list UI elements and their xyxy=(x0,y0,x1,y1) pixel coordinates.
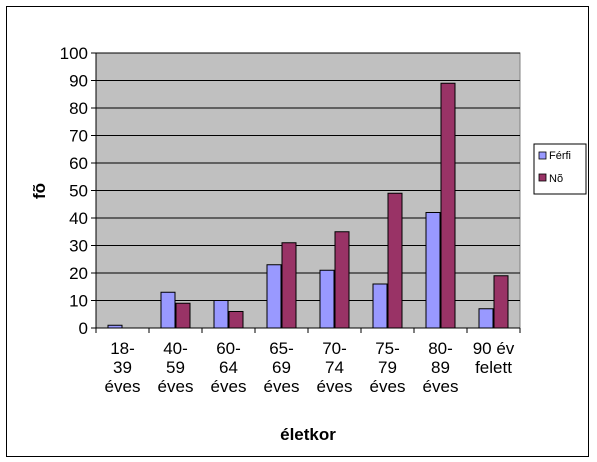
bar-ferfi xyxy=(425,212,441,329)
x-tick-label: 64 xyxy=(219,358,238,377)
legend-label-ferfi: Férfi xyxy=(549,150,571,162)
x-tick-label: 75- xyxy=(375,339,400,358)
y-tick-label: 10 xyxy=(69,292,88,311)
legend-box xyxy=(533,143,587,195)
bar-no xyxy=(493,275,509,329)
x-tick-label: 89 xyxy=(431,358,450,377)
x-tick-label: éves xyxy=(105,377,141,396)
bars xyxy=(107,82,509,329)
x-tick-label: 40- xyxy=(163,339,188,358)
legend-swatch-ferfi xyxy=(538,151,547,160)
x-tick-label: 18- xyxy=(110,339,135,358)
bar-ferfi xyxy=(319,269,335,329)
x-tick-label: éves xyxy=(317,377,353,396)
x-tick-label: 65- xyxy=(269,339,294,358)
x-tick-label: éves xyxy=(370,377,406,396)
bar-no xyxy=(281,242,297,329)
legend: Férfi Nõ xyxy=(533,143,587,195)
bar-no xyxy=(334,231,350,329)
bar-no xyxy=(440,82,456,329)
bar-no xyxy=(387,192,403,329)
bar-ferfi xyxy=(160,291,176,329)
x-tick-label: 69 xyxy=(272,358,291,377)
x-tick-label: éves xyxy=(211,377,247,396)
x-axis: 18-39éves40-59éves60-64éves65-69éves70-7… xyxy=(95,327,521,396)
x-tick-label: 74 xyxy=(325,358,344,377)
x-tick-label: 79 xyxy=(378,358,397,377)
x-tick-label: 39 xyxy=(113,358,132,377)
bar-ferfi xyxy=(478,308,494,329)
y-tick-label: 20 xyxy=(69,264,88,283)
x-tick-label: felett xyxy=(475,358,512,377)
y-tick-label: 100 xyxy=(60,44,88,63)
legend-label-no: Nõ xyxy=(549,173,563,185)
y-axis-title: fõ xyxy=(30,183,49,199)
x-tick-label: 60- xyxy=(216,339,241,358)
x-tick-label: éves xyxy=(264,377,300,396)
y-tick-label: 80 xyxy=(69,99,88,118)
y-tick-label: 90 xyxy=(69,72,88,91)
y-tick-label: 60 xyxy=(69,154,88,173)
x-tick-label: 70- xyxy=(322,339,347,358)
y-tick-label: 70 xyxy=(69,127,88,146)
x-axis-title: életkor xyxy=(280,425,336,444)
bar-no xyxy=(175,302,191,329)
x-tick-label: éves xyxy=(158,377,194,396)
bar-ferfi xyxy=(266,264,282,329)
y-tick-label: 0 xyxy=(79,319,88,338)
x-tick-label: 59 xyxy=(166,358,185,377)
x-tick-label: éves xyxy=(423,377,459,396)
y-axis: 0 10 20 30 40 50 60 70 80 90 100 xyxy=(60,44,97,338)
y-tick-label: 30 xyxy=(69,237,88,256)
x-tick-label: 90 év xyxy=(473,339,515,358)
x-tick-label: 80- xyxy=(428,339,453,358)
legend-swatch-no xyxy=(538,173,547,182)
y-tick-label: 50 xyxy=(69,182,88,201)
chart-frame: 0 10 20 30 40 50 60 70 80 90 100 18- 39 éves 40- 59 éve… xyxy=(6,6,589,457)
bar-ferfi xyxy=(213,300,229,329)
bar-no xyxy=(228,311,244,329)
y-tick-label: 40 xyxy=(69,209,88,228)
bar-ferfi xyxy=(372,283,388,329)
